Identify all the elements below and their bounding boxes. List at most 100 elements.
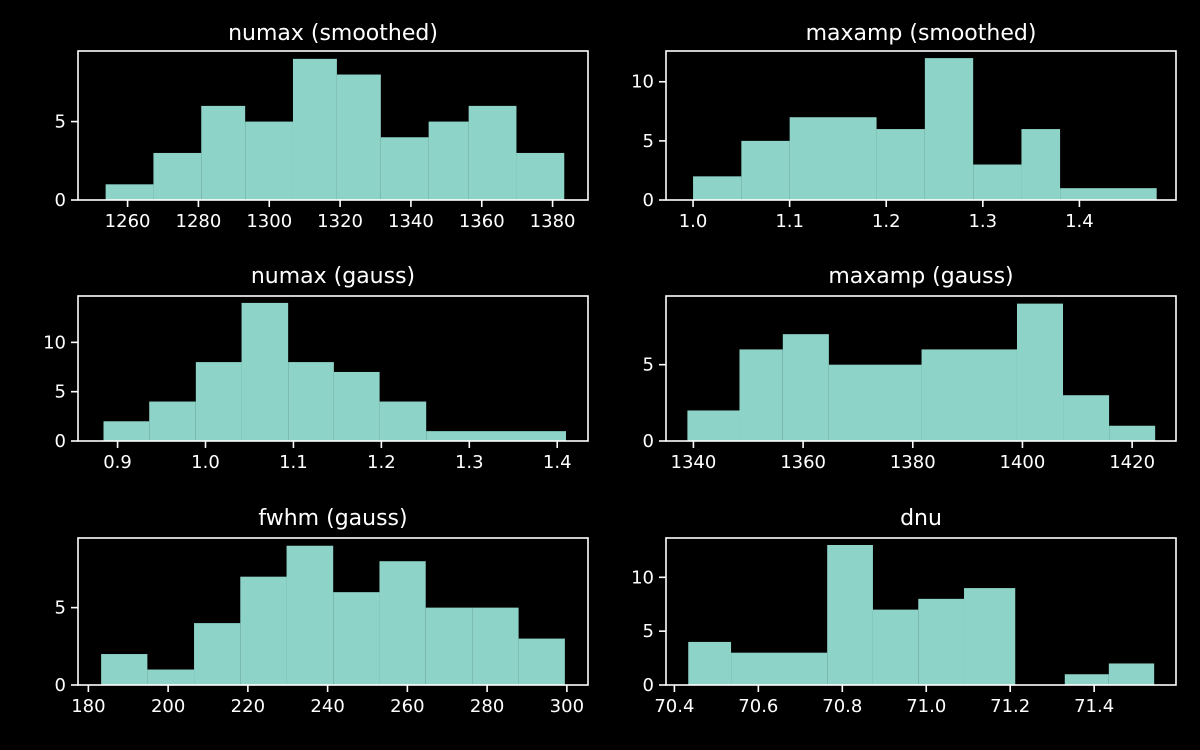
- x-tick-label: 1340: [388, 211, 434, 232]
- histogram-bar: [921, 349, 1017, 441]
- histogram-bar: [286, 545, 334, 685]
- histogram-bar: [739, 349, 783, 441]
- x-tick-label: 71.0: [906, 696, 946, 717]
- histogram-bar: [687, 410, 740, 441]
- x-tick-label: 1.4: [1065, 211, 1094, 232]
- histogram-bar: [472, 607, 519, 685]
- panel-numax-gauss: numax (gauss) 0.9 1.0 1.1 1.2 1.3 1.4 0 5 10: [43, 264, 589, 473]
- histogram-bar: [516, 152, 565, 200]
- histogram-bar: [693, 176, 742, 200]
- y-tick-label: 10: [631, 72, 654, 93]
- x-tick-label: 1360: [780, 452, 826, 473]
- x-tick-label: 180: [71, 696, 105, 717]
- histogram-bar: [241, 302, 289, 441]
- axes-frame: [77, 295, 589, 442]
- histogram-bar: [876, 129, 925, 200]
- y-tick-label: 5: [55, 382, 66, 403]
- histogram-bar: [828, 364, 922, 441]
- histogram-bar: [149, 401, 196, 441]
- y-tick-label: 5: [643, 621, 654, 642]
- histogram-bar: [518, 638, 565, 685]
- panel-fwhm-gauss: fwhm (gauss) 180 200 220 240 260 280 300 0 5: [55, 506, 589, 717]
- x-tick-label: 300: [550, 696, 584, 717]
- y-tick-label: 0: [643, 190, 654, 211]
- histogram-bar: [872, 609, 919, 685]
- x-tick-label: 1.3: [455, 452, 484, 473]
- histogram-bar: [105, 184, 154, 200]
- y-tick-label: 5: [55, 112, 66, 133]
- y-tick-label: 5: [643, 355, 654, 376]
- histogram-bar: [789, 117, 877, 200]
- histogram-bar: [1016, 303, 1064, 441]
- y-tick-label: 0: [643, 675, 654, 696]
- histogram-bar: [336, 74, 381, 200]
- panel-title: numax (gauss): [251, 264, 415, 289]
- y-tick-label: 0: [55, 190, 66, 211]
- x-tick-label: 1.2: [367, 452, 396, 473]
- panel-title: dnu: [900, 506, 942, 531]
- histogram-bar: [333, 592, 380, 685]
- panel-title: maxamp (smoothed): [806, 21, 1037, 46]
- histogram-bar: [245, 121, 293, 200]
- histogram-bar: [973, 164, 1022, 200]
- panel-title: fwhm (gauss): [258, 506, 407, 531]
- x-tick-label: 1.1: [279, 452, 308, 473]
- x-tick-label: 0.9: [103, 452, 132, 473]
- axes-frame: [77, 537, 589, 686]
- histogram-bar: [195, 362, 242, 441]
- x-tick-label: 70.8: [822, 696, 862, 717]
- x-tick-label: 1360: [459, 211, 505, 232]
- x-tick-label: 1300: [246, 211, 292, 232]
- histogram-bar: [428, 121, 469, 200]
- histogram-bar: [741, 140, 790, 200]
- panel-maxamp-gauss: maxamp (gauss) 1340 1360 1380 1400 1420 0 5: [643, 264, 1177, 473]
- histogram-bar: [1064, 674, 1109, 685]
- x-tick-label: 1.2: [872, 211, 901, 232]
- x-tick-label: 200: [151, 696, 185, 717]
- histogram-bar: [201, 105, 246, 200]
- y-tick-label: 5: [643, 131, 654, 152]
- y-tick-label: 0: [55, 675, 66, 696]
- histogram-bar: [379, 561, 426, 685]
- panel-numax-smoothed: numax (smoothed) 1260 1280 1300 1320 1340 136…: [55, 21, 589, 232]
- x-tick-label: 71.2: [990, 696, 1030, 717]
- x-tick-label: 70.4: [654, 696, 694, 717]
- panel-title: numax (smoothed): [228, 21, 438, 46]
- x-tick-label: 260: [390, 696, 424, 717]
- x-tick-label: 1280: [176, 211, 222, 232]
- histogram-bar: [1021, 129, 1061, 200]
- histogram-bar: [147, 669, 195, 685]
- x-tick-label: 1.3: [968, 211, 997, 232]
- x-tick-label: 1400: [1000, 452, 1046, 473]
- axes-frame: [665, 50, 1177, 201]
- histogram-bar: [425, 607, 473, 685]
- x-tick-label: 1380: [530, 211, 576, 232]
- panel-maxamp-smoothed: maxamp (smoothed) 1.0 1.1 1.2 1.3 1.4 0 5 10: [631, 21, 1177, 232]
- axes-frame: [77, 50, 589, 201]
- x-tick-label: 1.4: [543, 452, 572, 473]
- axes-frame: [665, 295, 1177, 442]
- histogram-bar: [288, 362, 334, 441]
- y-tick-label: 5: [55, 598, 66, 619]
- histogram-bar: [924, 58, 974, 200]
- y-tick-label: 10: [43, 332, 66, 353]
- histogram-bar: [1063, 395, 1110, 441]
- histogram-bar: [194, 623, 241, 685]
- histogram-bar: [103, 421, 150, 441]
- histogram-bar: [153, 152, 202, 200]
- x-tick-label: 1420: [1109, 452, 1155, 473]
- histogram-bar: [1060, 188, 1157, 200]
- x-tick-label: 240: [310, 696, 344, 717]
- x-tick-label: 280: [470, 696, 504, 717]
- x-tick-label: 1320: [317, 211, 363, 232]
- y-tick-label: 10: [631, 567, 654, 588]
- x-tick-label: 1.1: [775, 211, 804, 232]
- histogram-bar: [468, 105, 517, 200]
- histogram-bar: [380, 137, 429, 200]
- x-tick-label: 1260: [105, 211, 151, 232]
- x-tick-label: 220: [231, 696, 265, 717]
- histogram-bar: [292, 58, 337, 201]
- y-tick-label: 0: [643, 431, 654, 452]
- x-tick-label: 1380: [890, 452, 936, 473]
- histogram-bar: [101, 654, 148, 685]
